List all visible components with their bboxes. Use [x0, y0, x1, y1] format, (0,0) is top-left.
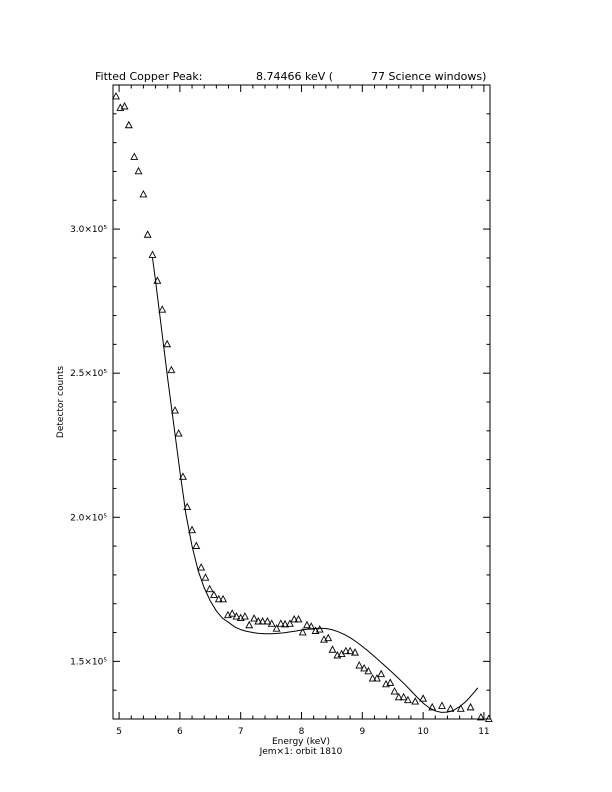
data-point — [411, 697, 420, 705]
data-point — [134, 166, 143, 175]
y-tick-label: 1.5×10⁵ — [70, 657, 107, 667]
data-point — [205, 584, 214, 593]
data-point — [372, 674, 381, 682]
data-point — [178, 472, 187, 480]
data-point — [386, 678, 395, 686]
data-point — [290, 615, 299, 623]
x-axis: 5 6 7 8 9 10 11 — [116, 85, 490, 737]
title-peak-value: 8.74466 keV ( — [256, 70, 333, 83]
title-label: Fitted Copper Peak: — [95, 70, 202, 83]
data-point — [158, 305, 167, 313]
x-tick-label: 6 — [177, 727, 183, 737]
data-point — [201, 573, 210, 581]
data-point — [364, 666, 373, 675]
plot-frame — [112, 84, 491, 720]
chart-subtitle: Jem×1: orbit 1810 — [259, 747, 343, 757]
data-point — [250, 614, 259, 622]
data-point — [272, 624, 281, 632]
data-point — [254, 617, 263, 625]
data-point — [476, 713, 485, 721]
data-point — [355, 661, 364, 669]
data-point — [163, 339, 172, 348]
data-point — [446, 704, 455, 712]
data-point — [192, 541, 201, 549]
data-point — [112, 91, 120, 100]
data-point — [153, 276, 162, 284]
data-point — [167, 365, 176, 374]
data-point — [174, 429, 183, 437]
data-point — [214, 594, 223, 603]
data-point — [438, 701, 446, 709]
fit-curve — [152, 257, 479, 713]
data-point — [281, 619, 290, 628]
y-tick-label: 2.5×10⁵ — [70, 369, 107, 379]
data-point — [120, 102, 129, 110]
data-point — [124, 120, 133, 129]
data-point — [341, 646, 350, 655]
data-point — [245, 620, 254, 629]
data-point — [324, 633, 333, 642]
data-point — [307, 622, 316, 630]
data-point — [228, 609, 237, 617]
data-point — [294, 615, 303, 623]
data-point — [219, 594, 228, 603]
x-tick-label: 8 — [299, 727, 305, 737]
data-point — [139, 189, 148, 198]
data-point — [419, 694, 428, 702]
data-points — [112, 91, 493, 722]
chart-title: Fitted Copper Peak: 8.74466 keV ( 77 Sci… — [95, 70, 486, 83]
data-point — [285, 619, 294, 627]
data-point — [351, 648, 359, 656]
data-point — [188, 525, 196, 534]
data-point — [315, 625, 324, 633]
data-point — [209, 590, 218, 598]
data-point — [148, 250, 157, 258]
data-point — [484, 714, 493, 722]
data-point — [130, 152, 139, 160]
data-point — [368, 674, 377, 682]
data-point — [456, 704, 465, 712]
data-point — [258, 617, 267, 625]
data-point — [232, 612, 241, 620]
data-point — [328, 645, 337, 653]
x-axis-title: Energy (keV) — [272, 737, 330, 747]
data-point — [263, 617, 272, 625]
data-point — [143, 230, 152, 238]
data-point — [241, 612, 249, 620]
data-point — [267, 619, 276, 627]
data-point — [183, 502, 192, 511]
data-point — [466, 702, 475, 711]
y-axis: 1.5×10⁵ 2.0×10⁵ 2.5×10⁵ 3.0×10⁵ — [70, 113, 490, 691]
data-point — [377, 669, 386, 678]
data-point — [360, 664, 369, 672]
x-tick-label: 5 — [116, 727, 122, 737]
data-point — [394, 692, 403, 701]
data-point — [346, 646, 355, 655]
data-point — [428, 702, 437, 711]
y-tick-label: 2.0×10⁵ — [70, 513, 107, 523]
data-point — [171, 406, 179, 414]
x-tick-label: 11 — [478, 727, 489, 737]
data-point — [399, 692, 408, 701]
data-point — [197, 563, 206, 571]
data-point — [276, 619, 285, 627]
data-point — [298, 627, 307, 636]
x-tick-label: 9 — [359, 727, 365, 737]
x-tick-label: 10 — [417, 727, 429, 737]
y-axis-title: Detector counts — [56, 366, 66, 438]
data-point — [390, 687, 399, 695]
y-tick-label: 3.0×10⁵ — [70, 225, 107, 235]
x-tick-label: 7 — [238, 727, 244, 737]
data-point — [303, 620, 311, 629]
title-windows-count: 77 Science windows) — [371, 70, 486, 83]
data-point — [403, 695, 412, 704]
